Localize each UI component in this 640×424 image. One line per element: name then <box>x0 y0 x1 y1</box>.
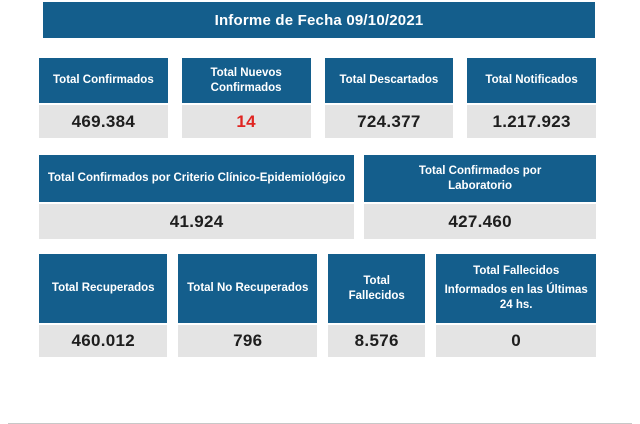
stat-label: Total Notificados <box>467 58 596 103</box>
stat-label: Total Fallecidos Informados en las Últim… <box>436 254 596 323</box>
stat-card-total-notificados: Total Notificados 1.217.923 <box>467 58 596 138</box>
stats-row-1: Total Confirmados 469.384 Total Nuevos C… <box>39 58 596 138</box>
stat-value: 427.460 <box>364 204 596 239</box>
stat-value: 0 <box>436 325 596 357</box>
stat-label: Total Fallecidos <box>328 254 426 323</box>
stats-row-3: Total Recuperados 460.012 Total No Recup… <box>39 254 596 357</box>
stat-card-total-recuperados: Total Recuperados 460.012 <box>39 254 168 357</box>
stat-value: 460.012 <box>39 325 168 357</box>
stat-label: Total Recuperados <box>39 254 168 323</box>
stat-label: Total Descartados <box>324 58 454 103</box>
stat-label: Total No Recuperados <box>178 254 318 323</box>
stat-value: 1.217.923 <box>467 105 596 138</box>
stats-row-2: Total Confirmados por Criterio Clínico-E… <box>39 155 596 239</box>
stat-value: 8.576 <box>328 325 426 357</box>
stat-card-total-descartados: Total Descartados 724.377 <box>324 58 454 138</box>
report-title: Informe de Fecha 09/10/2021 <box>214 11 424 29</box>
stat-label: Total Confirmados por Criterio Clínico-E… <box>39 155 355 202</box>
stat-value: 724.377 <box>324 105 454 138</box>
stat-value: 469.384 <box>39 105 168 138</box>
stat-value-highlighted: 14 <box>181 105 311 138</box>
stat-card-total-nuevos-confirmados: Total Nuevos Confirmados 14 <box>181 58 311 138</box>
report-title-banner: Informe de Fecha 09/10/2021 <box>43 2 595 38</box>
stat-label: Total Nuevos Confirmados <box>181 58 311 103</box>
stat-card-total-confirmados: Total Confirmados 469.384 <box>39 58 168 138</box>
stat-card-confirmados-criterio-clinico: Total Confirmados por Criterio Clínico-E… <box>39 155 355 239</box>
stat-card-fallecidos-ultimas-24hs: Total Fallecidos Informados en las Últim… <box>436 254 596 357</box>
stat-value: 41.924 <box>39 204 355 239</box>
stat-label: Total Confirmados por Laboratorio <box>364 155 596 202</box>
stat-card-total-no-recuperados: Total No Recuperados 796 <box>178 254 318 357</box>
stat-card-total-fallecidos: Total Fallecidos 8.576 <box>328 254 426 357</box>
stat-card-confirmados-laboratorio: Total Confirmados por Laboratorio 427.46… <box>364 155 596 239</box>
stat-label: Total Confirmados <box>39 58 168 103</box>
stat-value: 796 <box>178 325 318 357</box>
